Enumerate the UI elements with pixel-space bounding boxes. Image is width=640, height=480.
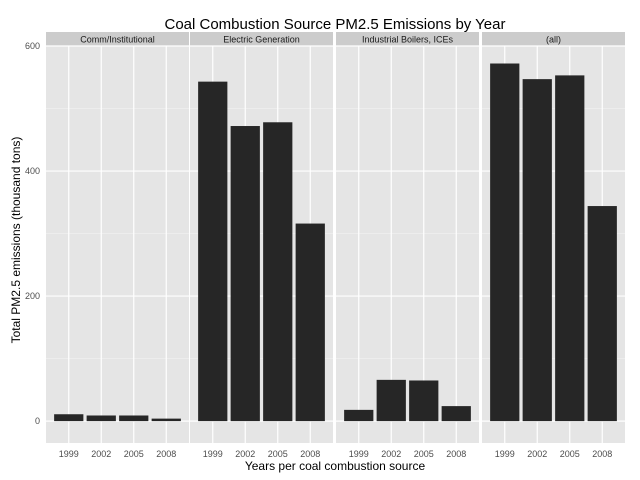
x-tick-label: 1999: [59, 449, 79, 459]
x-tick-label: 2005: [268, 449, 288, 459]
facet-panel: Industrial Boilers, ICEs 1999 2002 2005 2008: [336, 32, 479, 459]
bar: [230, 126, 260, 422]
facet-strip: [46, 32, 189, 46]
facet-strip-label: Industrial Boilers, ICEs: [362, 35, 454, 45]
chart-title: Coal Combustion Source PM2.5 Emissions b…: [164, 16, 505, 33]
facet-panel: Comm/Institutional 1999 2002 2005 2008: [46, 32, 189, 459]
bar: [409, 380, 439, 422]
bar: [86, 415, 116, 422]
facet-panel: (all) 1999 2002 2005 2008: [482, 32, 625, 459]
facet-panel: Electric Generation 1999 2002 2005 2008: [190, 32, 333, 459]
bar: [263, 122, 293, 422]
bar: [555, 75, 585, 422]
x-tick-label: 2002: [527, 449, 547, 459]
y-tick-label: 600: [25, 41, 40, 51]
panel-background: [46, 46, 189, 443]
bar: [198, 81, 228, 422]
facet-strip-label: Comm/Institutional: [80, 35, 155, 45]
y-tick-label: 200: [25, 291, 40, 301]
panel-background: [336, 46, 479, 443]
y-axis-labels: 0 200 400 600: [25, 41, 40, 426]
facet-strip-label: (all): [546, 35, 561, 45]
facet-strip-label: Electric Generation: [223, 35, 300, 45]
x-tick-label: 2002: [235, 449, 255, 459]
bar: [587, 206, 617, 422]
bar: [119, 415, 149, 422]
y-tick-label: 400: [25, 166, 40, 176]
bar: [490, 63, 520, 422]
x-tick-label: 2008: [300, 449, 320, 459]
bar: [54, 414, 84, 422]
x-tick-label: 2002: [91, 449, 111, 459]
x-tick-label: 2008: [592, 449, 612, 459]
x-tick-label: 2005: [414, 449, 434, 459]
x-tick-label: 2005: [124, 449, 144, 459]
x-tick-label: 2005: [560, 449, 580, 459]
x-tick-label: 1999: [495, 449, 515, 459]
bar: [441, 406, 471, 422]
y-tick-label: 0: [35, 416, 40, 426]
facet-strip: [336, 32, 479, 46]
bar: [376, 379, 406, 422]
x-axis-title: Years per coal combustion source: [245, 459, 426, 473]
x-tick-label: 1999: [349, 449, 369, 459]
facet-strip: [482, 32, 625, 46]
x-tick-label: 2002: [381, 449, 401, 459]
x-tick-label: 1999: [203, 449, 223, 459]
x-tick-label: 2008: [446, 449, 466, 459]
y-axis-title: Total PM2.5 emissions (thousand tons): [9, 137, 23, 344]
bar: [295, 223, 325, 422]
facet-strip: [190, 32, 333, 46]
bar: [344, 409, 374, 422]
bar: [522, 79, 552, 422]
bar: [151, 418, 181, 422]
x-tick-label: 2008: [156, 449, 176, 459]
